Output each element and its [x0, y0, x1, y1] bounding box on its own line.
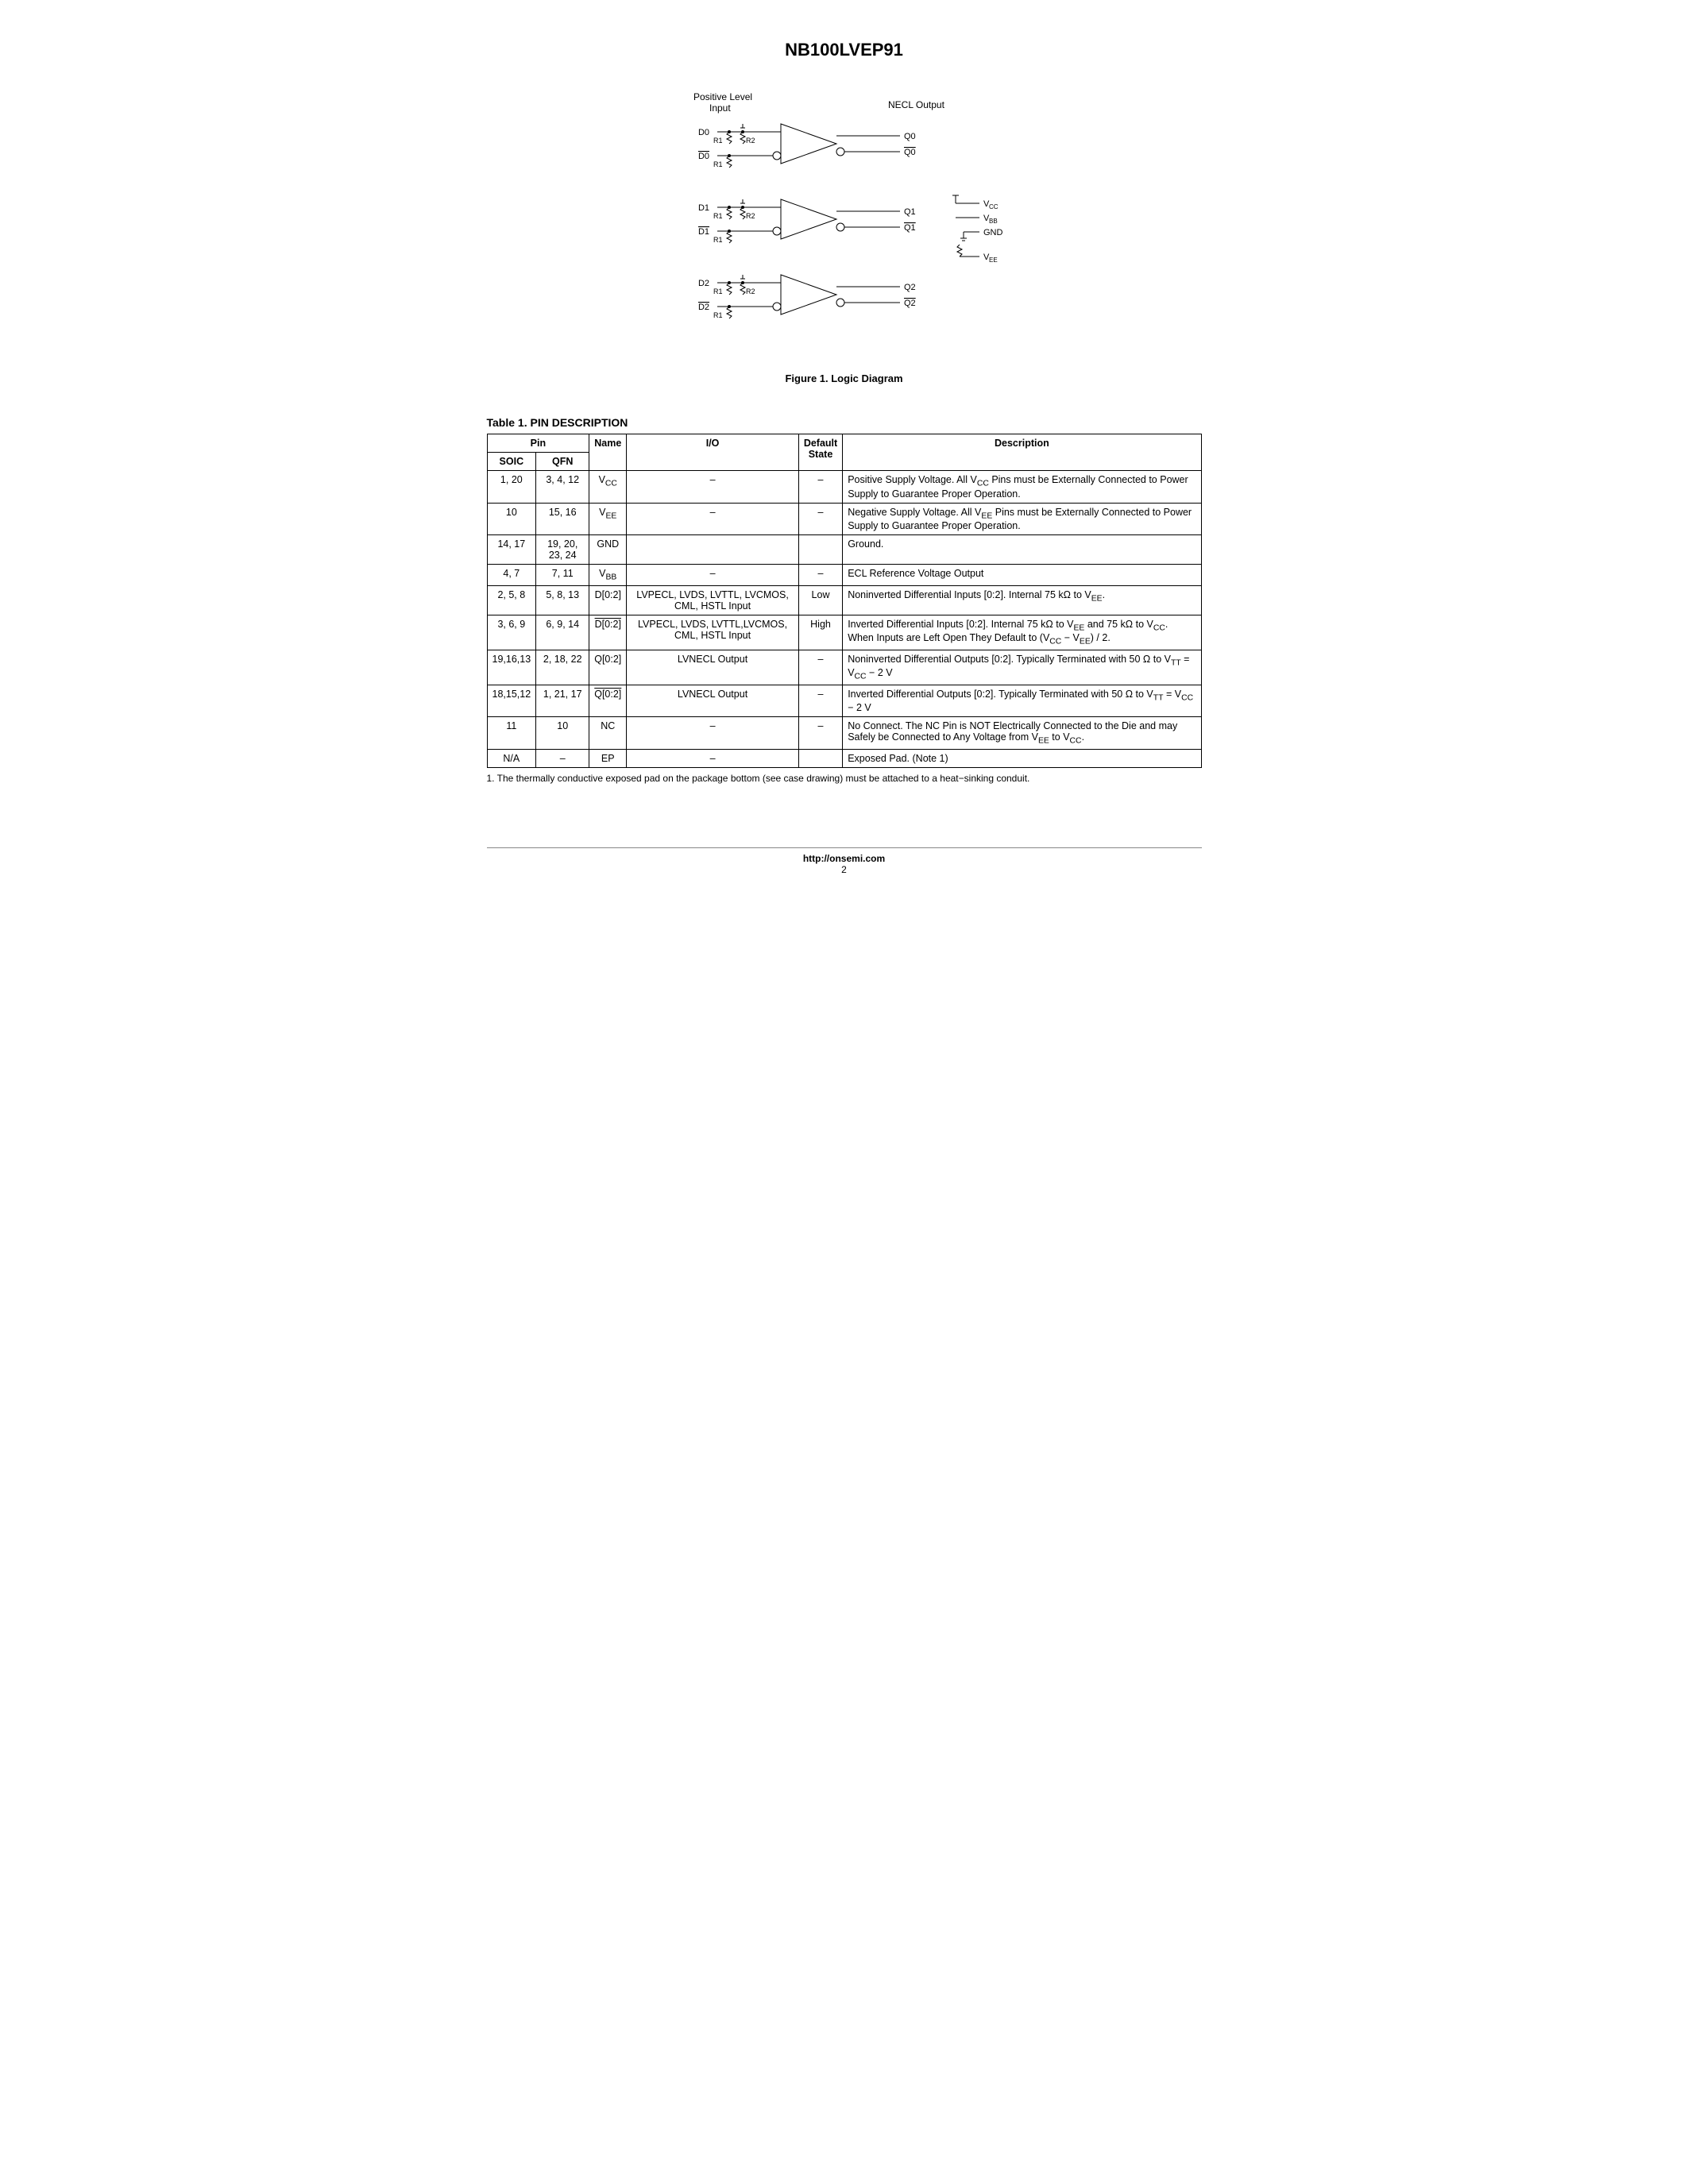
table-row: 1015, 16VEE––Negative Supply Voltage. Al… [487, 503, 1201, 535]
svg-text:EE: EE [989, 257, 998, 264]
th-name: Name [589, 434, 627, 471]
table-row: 1110NC––No Connect. The NC Pin is NOT El… [487, 717, 1201, 750]
table-row: N/A–EP–Exposed Pad. (Note 1) [487, 749, 1201, 767]
pin-description-table: Pin Name I/O Default State Description S… [487, 434, 1202, 768]
svg-text:R1: R1 [713, 137, 723, 145]
svg-text:Q1: Q1 [904, 223, 916, 233]
svg-text:CC: CC [989, 203, 999, 210]
svg-text:Q1: Q1 [904, 207, 916, 217]
footer-url: http://onsemi.com [803, 853, 885, 864]
svg-text:Input: Input [709, 102, 731, 114]
svg-text:R2: R2 [746, 212, 755, 220]
table-row: 3, 6, 96, 9, 14D[0:2]LVPECL, LVDS, LVTTL… [487, 615, 1201, 650]
svg-text:D0: D0 [697, 128, 709, 137]
table-row: 14, 1719, 20, 23, 24GNDGround. [487, 535, 1201, 565]
part-title: NB100LVEP91 [487, 40, 1202, 60]
svg-text:Q0: Q0 [904, 148, 916, 157]
svg-text:D1: D1 [697, 203, 709, 213]
table-row: 1, 203, 4, 12VCC––Positive Supply Voltag… [487, 471, 1201, 504]
svg-text:R2: R2 [746, 137, 755, 145]
svg-text:Q2: Q2 [904, 299, 916, 308]
svg-text:Q2: Q2 [904, 283, 916, 292]
th-default: Default State [798, 434, 842, 471]
svg-text:Q0: Q0 [904, 132, 916, 141]
table-row: 2, 5, 85, 8, 13D[0:2]LVPECL, LVDS, LVTTL… [487, 585, 1201, 615]
table-row: 19,16,132, 18, 22Q[0:2]LVNECL Output–Non… [487, 650, 1201, 685]
svg-text:R1: R1 [713, 160, 723, 168]
table-note: 1. The thermally conductive exposed pad … [487, 773, 1202, 784]
svg-text:R2: R2 [746, 287, 755, 295]
table-row: 4, 77, 11VBB––ECL Reference Voltage Outp… [487, 565, 1201, 586]
page-footer: http://onsemi.com 2 [487, 847, 1202, 875]
svg-text:Positive Level: Positive Level [693, 91, 752, 102]
svg-text:D2: D2 [697, 303, 709, 312]
th-soic: SOIC [487, 453, 536, 471]
svg-text:BB: BB [989, 218, 998, 225]
th-qfn: QFN [536, 453, 589, 471]
svg-text:D0: D0 [697, 152, 709, 161]
th-pin-group: Pin [487, 434, 589, 453]
svg-text:D1: D1 [697, 227, 709, 237]
svg-text:GND: GND [983, 228, 1003, 237]
svg-text:D2: D2 [697, 279, 709, 288]
th-io: I/O [627, 434, 799, 471]
logic-diagram: Positive LevelInput NECL Output R1 R2 R1 D0 D0… [487, 84, 1202, 365]
svg-text:R1: R1 [713, 311, 723, 319]
svg-text:R1: R1 [713, 287, 723, 295]
th-description: Description [843, 434, 1201, 471]
svg-text:R1: R1 [713, 212, 723, 220]
figure-caption: Figure 1. Logic Diagram [487, 372, 1202, 384]
svg-text:R1: R1 [713, 236, 723, 244]
table-title: Table 1. PIN DESCRIPTION [487, 416, 1202, 429]
footer-page-number: 2 [487, 864, 1202, 875]
table-row: 18,15,121, 21, 17Q[0:2]LVNECL Output–Inv… [487, 685, 1201, 717]
svg-text:NECL Output: NECL Output [888, 99, 945, 110]
